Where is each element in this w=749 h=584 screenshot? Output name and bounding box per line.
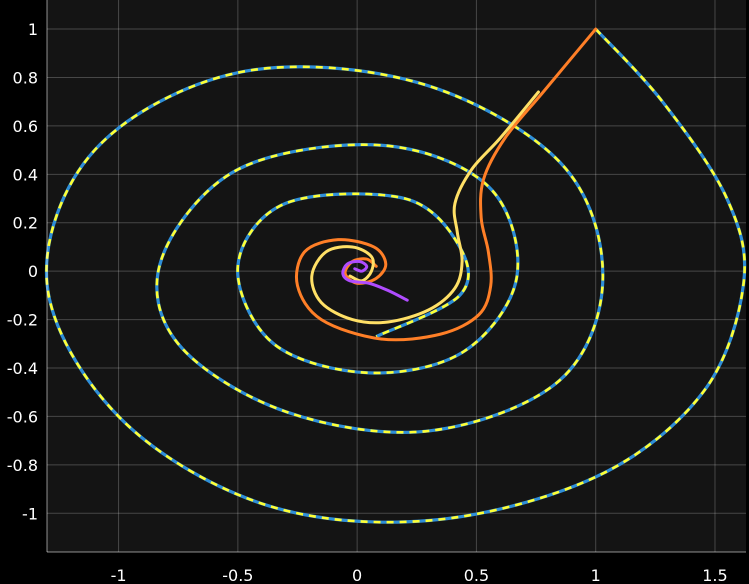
x-tick-label: 1.5 <box>702 566 727 584</box>
y-tick-labels: -1 -0.8 -0.6 -0.4 -0.2 0 0.2 0.4 0.6 0.8 1 <box>7 20 38 523</box>
series-2-line <box>310 90 540 325</box>
series-group <box>44 27 747 524</box>
x-tick-label: -0.5 <box>222 566 253 584</box>
x-tick-labels: -1 -0.5 0 0.5 1 1.5 <box>111 566 728 584</box>
y-tick-label: -0.6 <box>7 407 38 426</box>
y-tick-label: -0.8 <box>7 456 38 475</box>
y-tick-label: -1 <box>22 504 38 523</box>
x-tick-label: -1 <box>111 566 127 584</box>
y-tick-label: 0.4 <box>13 165 38 184</box>
y-tick-label: 0.2 <box>13 214 38 233</box>
series-3-line <box>341 259 409 302</box>
y-tick-label: 1 <box>28 20 38 39</box>
axes <box>46 0 746 553</box>
y-tick-label: 0 <box>28 262 38 281</box>
y-tick-label: -0.2 <box>7 311 38 330</box>
plot-area <box>47 0 746 552</box>
series-0-dash-line <box>45 28 746 524</box>
y-tick-label: 0.8 <box>13 68 38 87</box>
x-tick-label: 0 <box>352 566 362 584</box>
y-tick-label: 0.6 <box>13 117 38 136</box>
y-tick-label: -0.4 <box>7 359 38 378</box>
x-tick-label: 0.5 <box>464 566 489 584</box>
x-tick-label: 1 <box>591 566 601 584</box>
